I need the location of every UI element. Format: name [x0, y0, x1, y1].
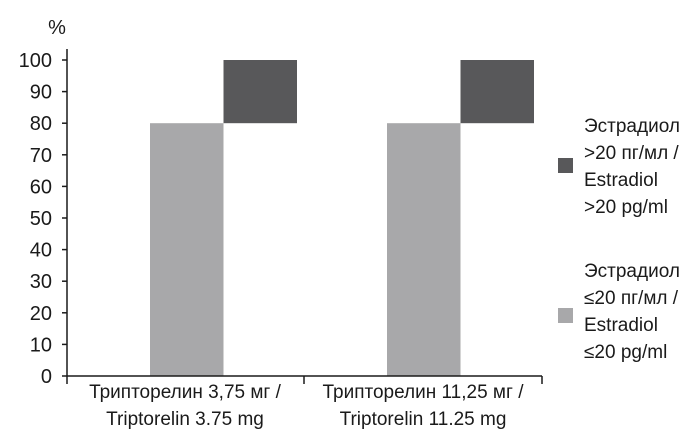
legend-label: Эстрадиол ≤20 пг/мл / Estradiol ≤20 pg/m… — [584, 258, 680, 366]
y-axis-label: % — [48, 17, 66, 39]
legend-swatch-dark — [558, 158, 573, 173]
y-tick-label: 0 — [41, 366, 52, 388]
y-tick-label: 20 — [30, 303, 52, 325]
legend-line: Эстрадиол — [584, 116, 680, 137]
x-axis-ticks — [66, 376, 543, 384]
y-tick-label: 80 — [30, 113, 52, 135]
legend-line: ≤20 pg/ml — [584, 342, 668, 363]
y-tick-label: 50 — [30, 208, 52, 230]
y-axis-ticks: 0 10 20 30 40 50 60 70 80 90 100 — [19, 50, 67, 388]
legend-line: >20 пг/мл / — [584, 143, 679, 164]
x-axis-labels: Трипторелин 3,75 мг / Triptorelin 3.75 mg… — [89, 382, 524, 430]
y-tick-label: 10 — [30, 334, 52, 356]
legend-label: Эстрадиол >20 пг/мл / Estradiol >20 pg/m… — [584, 113, 680, 221]
bar-segment — [150, 123, 224, 376]
legend-line: Estradiol — [584, 315, 658, 336]
y-tick-label: 90 — [30, 82, 52, 104]
y-tick-label: 100 — [19, 50, 52, 72]
legend-line: Эстрадиол — [584, 261, 680, 282]
y-tick-label: 60 — [30, 176, 52, 198]
legend-line: Estradiol — [584, 170, 658, 191]
x-tick-label: Трипторелин 11,25 мг / — [322, 382, 524, 403]
bars — [150, 60, 534, 376]
legend-swatch-light — [558, 308, 573, 323]
y-tick-label: 70 — [30, 145, 52, 167]
x-tick-label: Triptorelin 3.75 mg — [106, 409, 264, 430]
bar-segment — [223, 60, 297, 124]
legend-line: >20 pg/ml — [584, 197, 668, 218]
bar-segment — [460, 60, 534, 124]
bar-segment — [387, 123, 461, 376]
x-tick-label: Triptorelin 11.25 mg — [340, 409, 507, 430]
y-tick-label: 30 — [30, 271, 52, 293]
y-tick-label: 40 — [30, 240, 52, 262]
x-tick-label: Трипторелин 3,75 мг / — [89, 382, 282, 403]
legend-line: ≤20 пг/мл / — [584, 288, 679, 309]
